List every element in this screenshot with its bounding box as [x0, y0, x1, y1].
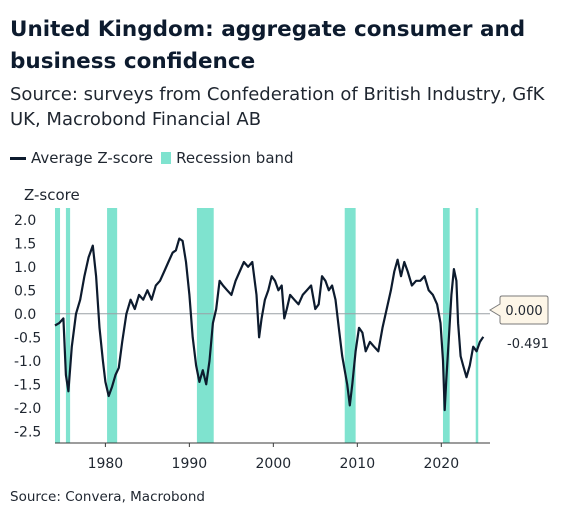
x-tick-label-1: 1990 [172, 456, 208, 472]
x-tick-label-4: 2020 [423, 456, 459, 472]
recession-bands [55, 208, 479, 443]
legend-band-label: Recession band [176, 149, 294, 167]
x-tick-label-0: 1980 [88, 456, 124, 472]
y-tick-label-4: 0.0 [14, 307, 36, 323]
recession-band-1 [65, 208, 71, 443]
x-tick-label-3: 2010 [339, 456, 375, 472]
last-value-label: -0.491 [507, 337, 549, 352]
y-tick-label-6: -1.0 [14, 354, 41, 370]
y-tick-label-5: -0.5 [14, 330, 41, 346]
recession-band-6 [475, 208, 479, 443]
y-tick-label-1: 1.5 [14, 236, 36, 252]
y-axis: 2.0 1.5 1.0 0.5 0.0 -0.5 -1.0 -1.5 -2.0 -2.5 [14, 213, 41, 441]
recession-band-2 [107, 208, 118, 443]
chart-title: United Kingdom: aggregate consumer and b… [10, 17, 526, 74]
legend-line-swatch [10, 156, 26, 160]
y-tick-label-7: -1.5 [14, 377, 41, 393]
chart: Z-score 2.0 1.5 1.0 0.5 0.0 -0.5 -1.0 -1.5 -2.0 -… [14, 186, 549, 472]
y-tick-label-2: 1.0 [14, 260, 36, 276]
recession-band-3 [196, 208, 214, 443]
zero-callout-label: 0.000 [505, 304, 542, 319]
y-tick-label-9: -2.5 [14, 424, 41, 440]
legend-band-swatch [161, 152, 172, 164]
y-tick-label-8: -2.0 [14, 401, 41, 417]
recession-band-5 [442, 208, 450, 443]
recession-band-0 [55, 208, 61, 443]
chart-subtitle: Source: surveys from Confederation of Br… [10, 84, 545, 130]
legend-line-label: Average Z-score [31, 149, 154, 167]
y-tick-label-0: 2.0 [14, 213, 36, 229]
y-axis-label: Z-score [24, 186, 80, 204]
series-line-average-z-score [54, 237, 485, 412]
x-tick-label-2: 2000 [256, 456, 292, 472]
zero-callout: 0.000 [489, 295, 549, 325]
y-tick-label-3: 0.5 [14, 283, 36, 299]
legend: Average Z-score Recession band [10, 149, 294, 167]
recession-band-4 [344, 208, 356, 443]
x-axis: 1980 1990 2000 2010 2020 [55, 442, 490, 472]
footer-source: Source: Convera, Macrobond [10, 489, 205, 505]
